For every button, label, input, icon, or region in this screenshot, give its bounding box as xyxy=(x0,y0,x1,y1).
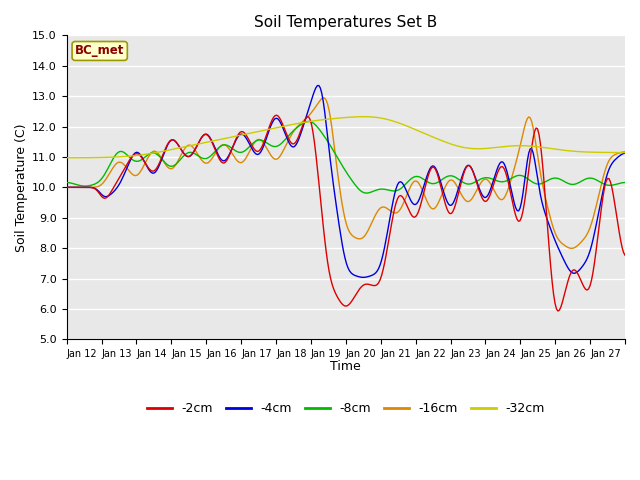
Text: BC_met: BC_met xyxy=(75,45,124,58)
Y-axis label: Soil Temperature (C): Soil Temperature (C) xyxy=(15,123,28,252)
Legend: -2cm, -4cm, -8cm, -16cm, -32cm: -2cm, -4cm, -8cm, -16cm, -32cm xyxy=(141,397,550,420)
Title: Soil Temperatures Set B: Soil Temperatures Set B xyxy=(254,15,438,30)
X-axis label: Time: Time xyxy=(330,360,361,373)
